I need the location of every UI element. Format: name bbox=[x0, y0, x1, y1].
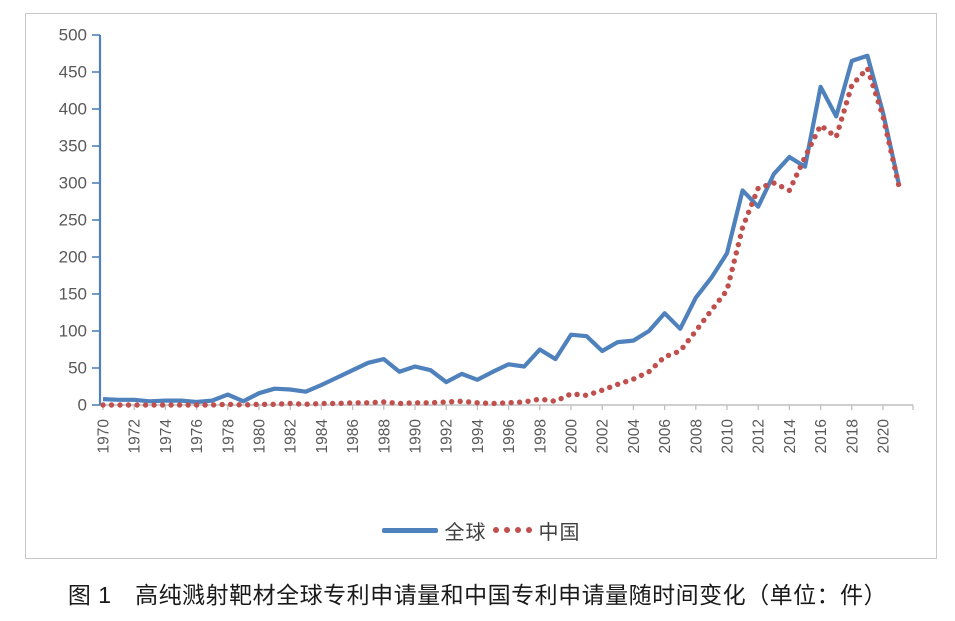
svg-text:1998: 1998 bbox=[532, 419, 549, 453]
china-dot-icon bbox=[525, 527, 532, 533]
legend-item-china: 中国 bbox=[492, 516, 581, 545]
svg-text:1994: 1994 bbox=[470, 419, 487, 454]
svg-text:300: 300 bbox=[59, 174, 87, 193]
svg-text:50: 50 bbox=[68, 359, 87, 378]
svg-text:500: 500 bbox=[59, 26, 87, 45]
svg-text:2012: 2012 bbox=[751, 419, 768, 453]
svg-text:1986: 1986 bbox=[345, 419, 362, 453]
svg-text:2020: 2020 bbox=[876, 419, 893, 454]
china-dots-sample-icon bbox=[492, 527, 532, 533]
svg-text:1984: 1984 bbox=[314, 419, 331, 454]
line-chart: 1970 1972 1974 1976 1978 1980 1982 1984 1986 1988… bbox=[59, 26, 914, 454]
svg-text:1970: 1970 bbox=[96, 419, 113, 454]
svg-text:1990: 1990 bbox=[408, 419, 425, 454]
svg-text:1978: 1978 bbox=[220, 419, 237, 453]
svg-text:1976: 1976 bbox=[189, 419, 206, 453]
svg-text:1980: 1980 bbox=[252, 419, 269, 454]
figure-caption: 图 1 高纯溅射靶材全球专利申请量和中国专利申请量随时间变化（单位：件） bbox=[67, 582, 888, 608]
svg-text:1992: 1992 bbox=[439, 419, 456, 453]
svg-text:2014: 2014 bbox=[782, 419, 799, 454]
chart-frame: 1970 1972 1974 1976 1978 1980 1982 1984 1986 1988… bbox=[25, 13, 937, 559]
svg-text:250: 250 bbox=[59, 211, 87, 230]
svg-text:1996: 1996 bbox=[501, 419, 518, 453]
svg-text:1982: 1982 bbox=[283, 419, 300, 453]
china-dot-icon bbox=[492, 527, 499, 533]
svg-text:150: 150 bbox=[59, 285, 87, 304]
svg-text:0: 0 bbox=[78, 396, 87, 415]
global-line-sample-icon bbox=[381, 527, 438, 533]
svg-text:1972: 1972 bbox=[127, 419, 144, 453]
legend-label-global: 全球 bbox=[444, 521, 487, 544]
svg-text:2002: 2002 bbox=[595, 419, 612, 453]
svg-text:200: 200 bbox=[59, 248, 87, 267]
svg-text:400: 400 bbox=[59, 100, 87, 119]
svg-text:2010: 2010 bbox=[720, 419, 737, 454]
svg-text:2016: 2016 bbox=[813, 419, 830, 453]
chart-legend: 全球 中国 bbox=[26, 512, 936, 548]
china-dot-icon bbox=[514, 527, 521, 533]
svg-text:2008: 2008 bbox=[688, 419, 705, 453]
svg-text:2004: 2004 bbox=[626, 419, 643, 454]
svg-text:450: 450 bbox=[59, 63, 87, 82]
legend-item-global: 全球 bbox=[381, 516, 487, 545]
svg-text:2006: 2006 bbox=[657, 419, 674, 453]
svg-text:2018: 2018 bbox=[844, 419, 861, 453]
svg-text:100: 100 bbox=[59, 322, 87, 341]
svg-text:1974: 1974 bbox=[158, 419, 175, 454]
svg-text:2000: 2000 bbox=[564, 419, 581, 454]
legend-label-china: 中国 bbox=[538, 521, 581, 544]
svg-text:350: 350 bbox=[59, 137, 87, 156]
svg-text:1988: 1988 bbox=[376, 419, 393, 453]
china-dot-icon bbox=[503, 527, 510, 533]
